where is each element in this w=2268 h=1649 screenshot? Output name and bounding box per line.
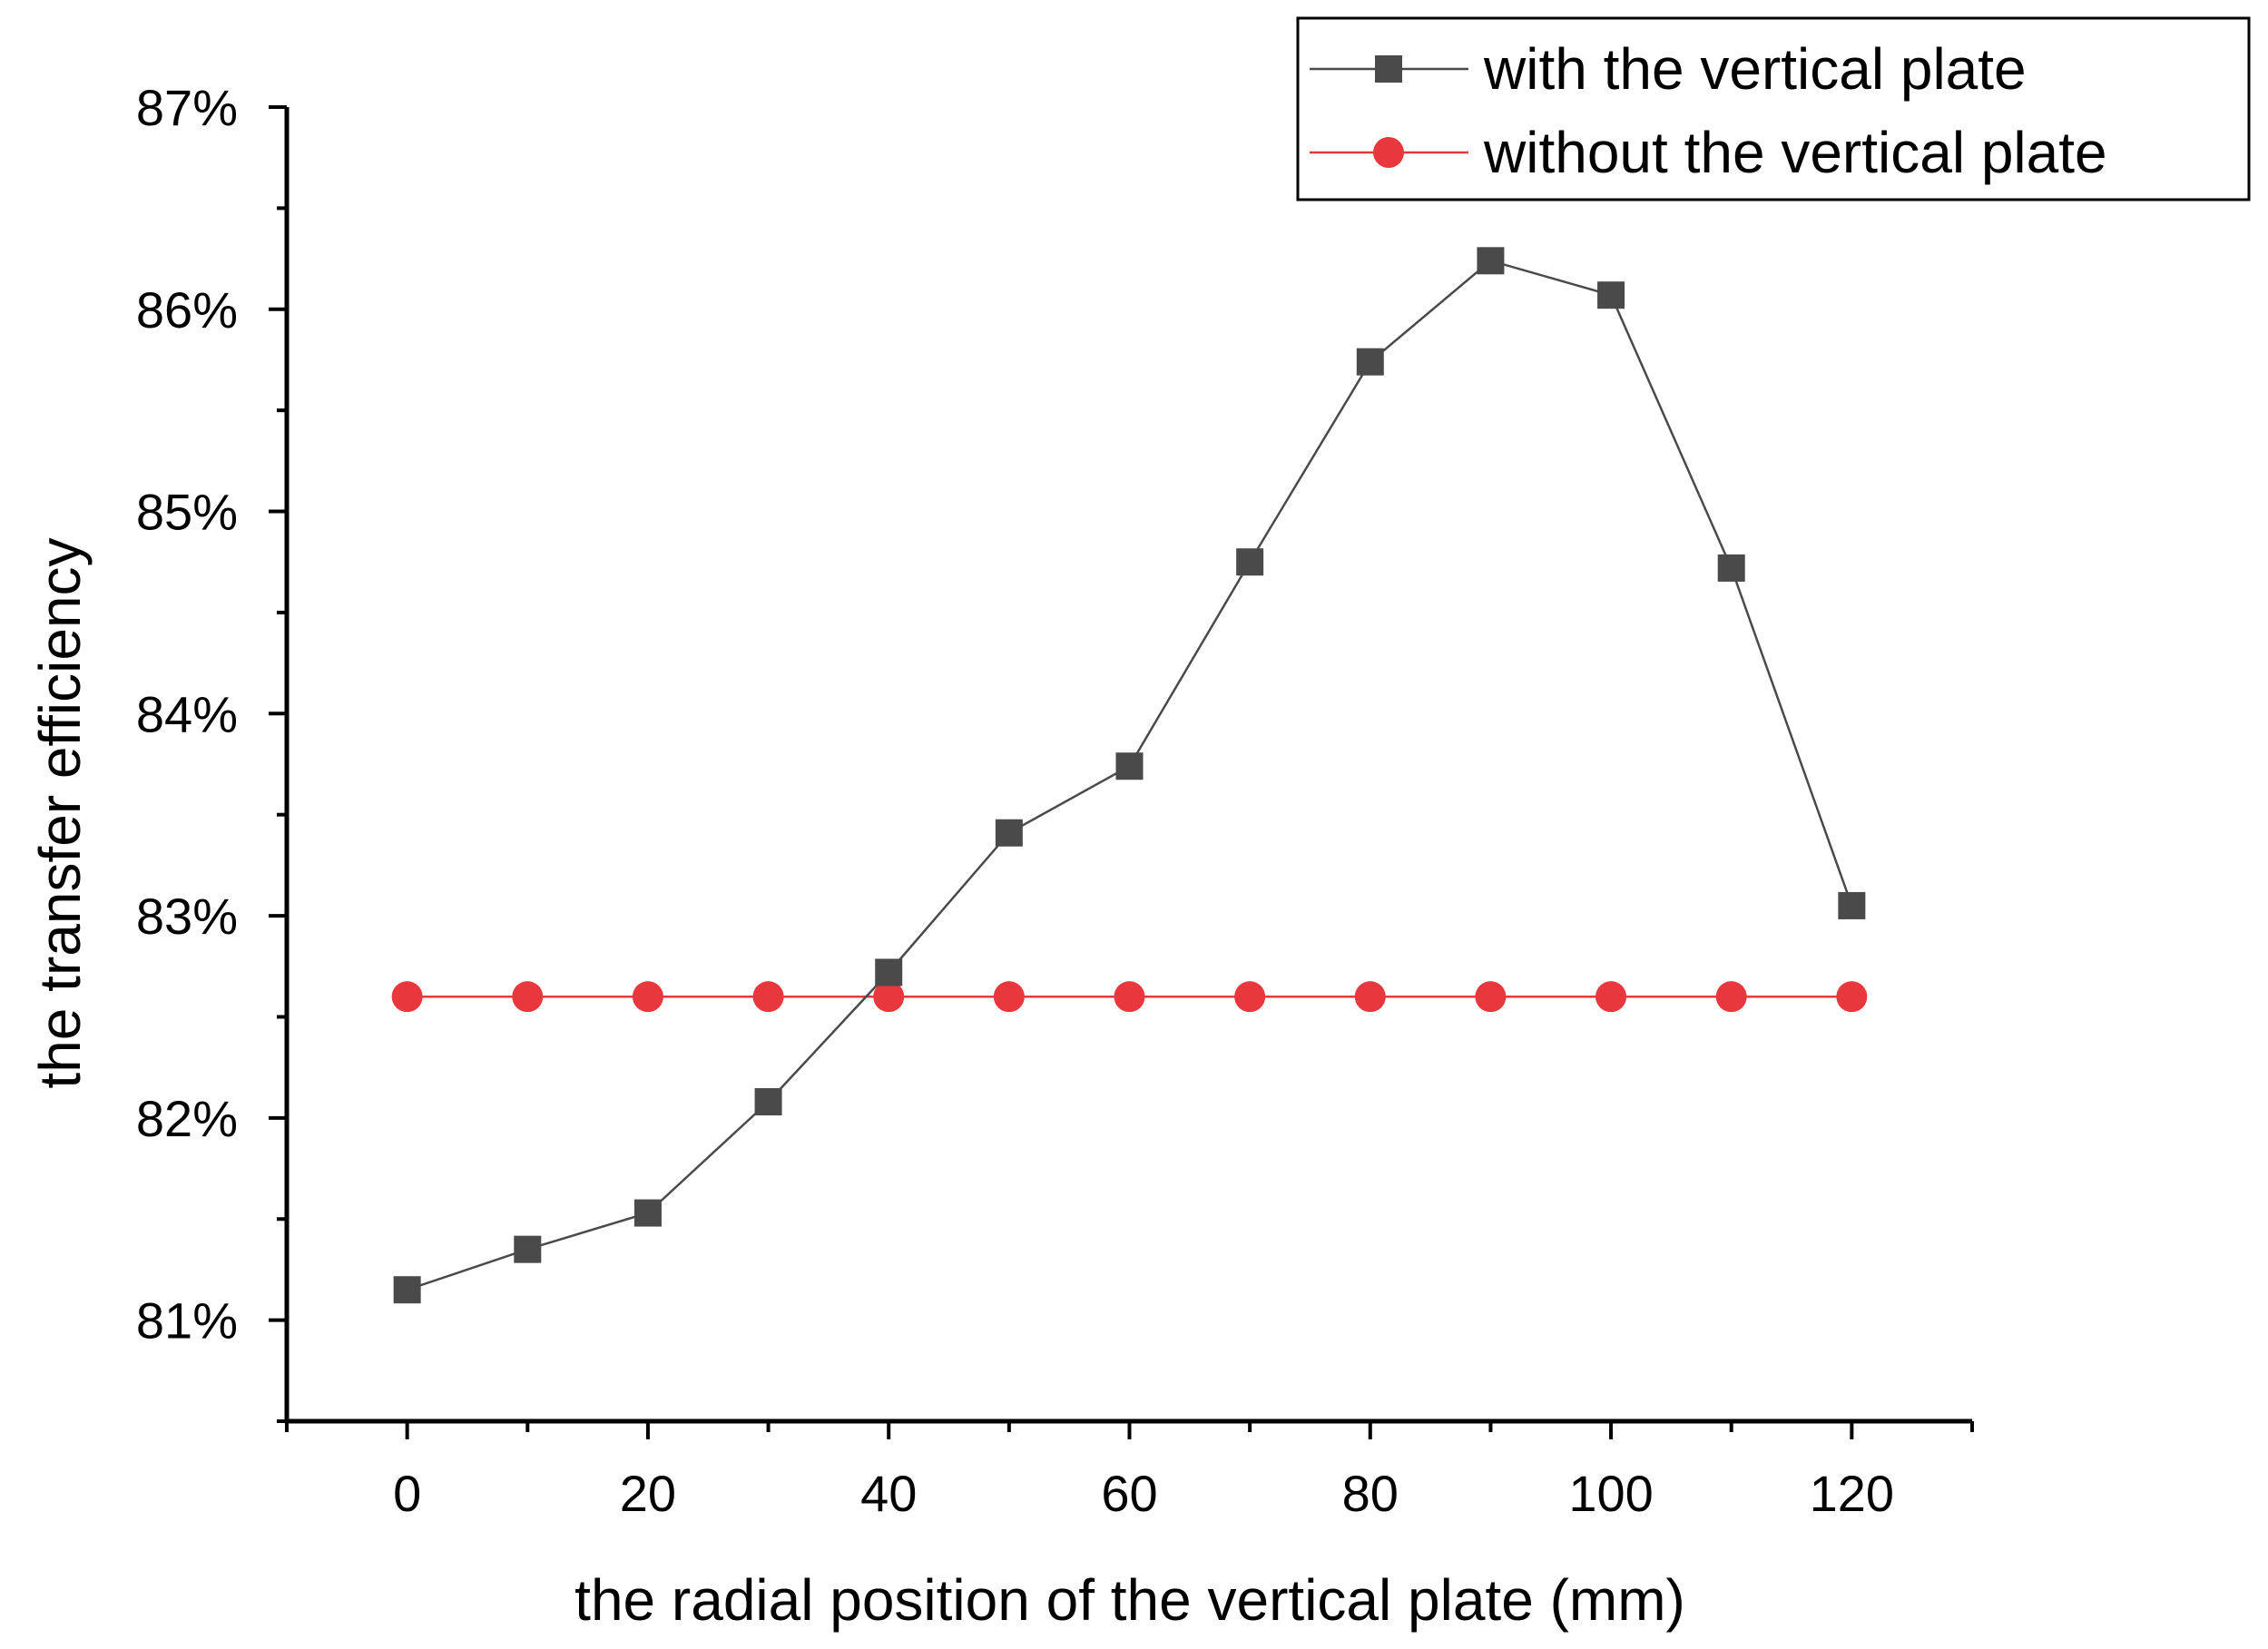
legend-marker-square-icon bbox=[1375, 55, 1402, 83]
y-tick-label: 85% bbox=[136, 484, 238, 541]
series-layer bbox=[391, 247, 1868, 1304]
legend: with the vertical plate without the vert… bbox=[1296, 16, 2251, 201]
legend-marker-circle-icon bbox=[1373, 137, 1404, 168]
legend-box bbox=[1296, 16, 2251, 201]
data-point-square bbox=[514, 1235, 542, 1263]
x-tick-label: 40 bbox=[860, 1465, 917, 1522]
data-point-circle bbox=[752, 981, 784, 1013]
y-tick-label: 81% bbox=[136, 1292, 238, 1350]
legend-label-with-plate: with the vertical plate bbox=[1483, 36, 2027, 102]
y-tick-label: 86% bbox=[136, 281, 238, 339]
data-point-square bbox=[1477, 247, 1505, 275]
data-point-square bbox=[633, 1199, 662, 1227]
data-point-square bbox=[754, 1088, 782, 1116]
x-tick-label: 60 bbox=[1101, 1465, 1157, 1522]
data-point-circle bbox=[993, 981, 1025, 1013]
data-point-square bbox=[1597, 281, 1625, 309]
data-point-circle bbox=[873, 981, 905, 1013]
axes: 81% 82% 83% 84% 85% 86% 87% 0 20 40 60 80 100 120 bbox=[136, 79, 1974, 1522]
data-point-square bbox=[875, 958, 903, 986]
y-tick-label: 82% bbox=[136, 1090, 238, 1147]
y-axis-title: the transfer efficiency bbox=[27, 537, 93, 1088]
data-point-square bbox=[393, 1276, 421, 1304]
data-point-circle bbox=[1475, 981, 1507, 1013]
data-point-square bbox=[1838, 891, 1866, 919]
x-ticks: 0 20 40 60 80 100 120 bbox=[285, 1421, 1974, 1522]
y-tick-label: 87% bbox=[136, 79, 238, 136]
data-point-circle bbox=[1114, 981, 1145, 1013]
y-ticks: 81% 82% 83% 84% 85% 86% 87% bbox=[136, 79, 287, 1423]
y-tick-label: 83% bbox=[136, 888, 238, 945]
x-tick-label: 120 bbox=[1810, 1465, 1894, 1522]
x-tick-label: 0 bbox=[393, 1465, 421, 1522]
data-point-square bbox=[1717, 554, 1745, 582]
data-point-square bbox=[1356, 348, 1384, 376]
data-point-circle bbox=[512, 981, 544, 1013]
data-point-square bbox=[1236, 548, 1264, 576]
data-point-circle bbox=[1354, 981, 1386, 1013]
legend-label-without-plate: without the vertical plate bbox=[1483, 120, 2107, 185]
y-tick-label: 84% bbox=[136, 685, 238, 742]
data-point-circle bbox=[1595, 981, 1627, 1013]
data-point-circle bbox=[1234, 981, 1266, 1013]
data-point-square bbox=[995, 819, 1023, 847]
data-point-circle bbox=[391, 981, 423, 1013]
x-tick-label: 80 bbox=[1342, 1465, 1399, 1522]
data-point-square bbox=[1115, 752, 1144, 780]
x-axis-title: the radial position of the vertical plat… bbox=[574, 1567, 1685, 1633]
data-point-circle bbox=[632, 981, 663, 1013]
x-tick-label: 100 bbox=[1568, 1465, 1653, 1522]
data-point-circle bbox=[1715, 981, 1747, 1013]
x-tick-label: 20 bbox=[620, 1465, 676, 1522]
data-point-circle bbox=[1836, 981, 1868, 1013]
